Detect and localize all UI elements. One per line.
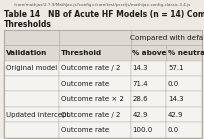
Text: Outcome rate: Outcome rate [61,81,109,87]
Bar [166,61,202,76]
Text: 42.9: 42.9 [132,111,148,118]
Text: % neutralᵃ: % neutralᵃ [168,50,204,56]
Text: 57.1: 57.1 [168,65,184,71]
Text: 71.4: 71.4 [132,81,148,87]
Text: Outcome rate: Outcome rate [61,127,109,133]
Bar [4,30,202,138]
Bar [131,30,202,45]
Bar [4,30,202,138]
Bar [60,61,131,76]
Text: Outcome rate / 2: Outcome rate / 2 [61,65,121,71]
Text: Compared with defa: Compared with defa [130,35,203,41]
Bar [4,61,60,76]
Text: Original model: Original model [6,65,57,71]
Bar [131,76,166,91]
Bar [166,76,202,91]
Bar [60,107,131,122]
Text: 0.0: 0.0 [168,81,179,87]
Text: 14.3: 14.3 [168,96,184,102]
Text: Table 14   NB of Acute HF Models (n = 14) Compared With D: Table 14 NB of Acute HF Models (n = 14) … [4,10,204,19]
Text: Outcome rate / 2: Outcome rate / 2 [61,111,121,118]
Text: Thresholds: Thresholds [4,20,52,29]
Bar [4,91,60,107]
Text: Validation: Validation [6,50,47,56]
Bar [131,45,166,61]
Bar [131,107,166,122]
Text: 28.6: 28.6 [132,96,148,102]
Bar [4,30,60,45]
Bar [131,122,166,138]
Bar [60,91,131,107]
Bar [60,45,131,61]
Bar [166,91,202,107]
Bar [4,107,60,122]
Bar [166,107,202,122]
Bar [131,91,166,107]
Text: 42.9: 42.9 [168,111,183,118]
Text: Outcome rate × 2: Outcome rate × 2 [61,96,124,102]
Text: 14.3: 14.3 [132,65,148,71]
Text: Updated intercept: Updated intercept [6,111,69,118]
Bar [60,122,131,138]
Bar [60,76,131,91]
Bar [4,76,60,91]
Bar [60,30,131,45]
Text: /core/mathjax/2.7.9/MathJax.js?config=/core/test/pcre/js/mathijax-config-classic: /core/mathjax/2.7.9/MathJax.js?config=/c… [14,3,190,7]
Bar [131,61,166,76]
Text: Threshold: Threshold [61,50,102,56]
Text: 0.0: 0.0 [168,127,179,133]
Bar [4,45,60,61]
Text: 100.0: 100.0 [132,127,153,133]
Bar [4,122,60,138]
Bar [166,45,202,61]
Text: % above: % above [132,50,167,56]
Bar [166,122,202,138]
